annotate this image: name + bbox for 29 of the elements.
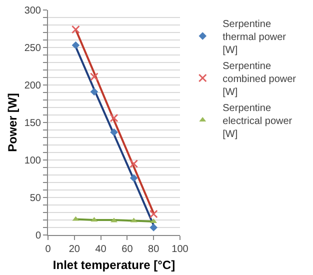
y-axis-title: Power [W]	[6, 93, 20, 152]
x-tick-label: 40	[95, 244, 107, 255]
x-tick-label: 60	[122, 244, 134, 255]
y-tick-label: 300	[24, 6, 42, 16]
point	[130, 160, 138, 168]
legend-label: Serpentine electrical power [W]	[222, 102, 293, 140]
point	[150, 224, 158, 232]
y-tick-label: 250	[24, 43, 42, 54]
point	[72, 41, 80, 50]
point	[90, 72, 98, 81]
point	[130, 174, 138, 182]
y-tick-label: 50	[30, 193, 42, 204]
y-tick-label: 100	[24, 156, 42, 166]
point	[110, 128, 118, 136]
point	[90, 88, 98, 96]
point	[149, 210, 158, 218]
y-tick-label: 150	[24, 118, 42, 129]
point	[110, 218, 118, 222]
x-tick-label: 100	[172, 244, 189, 255]
point	[71, 25, 80, 34]
x-tick-label: 20	[68, 244, 80, 255]
x-tick-label: 0	[45, 244, 52, 255]
x-tick-label: 80	[148, 244, 160, 255]
legend-label: Serpentine combined power [W]	[222, 60, 297, 98]
y-tick-label: 0	[35, 230, 42, 242]
legend-label: Serpentine thermal power [W]	[222, 18, 287, 56]
y-tick-label: 200	[24, 80, 42, 92]
point	[110, 114, 118, 122]
x-axis-title: Inlet temperature [°C]	[52, 258, 176, 272]
